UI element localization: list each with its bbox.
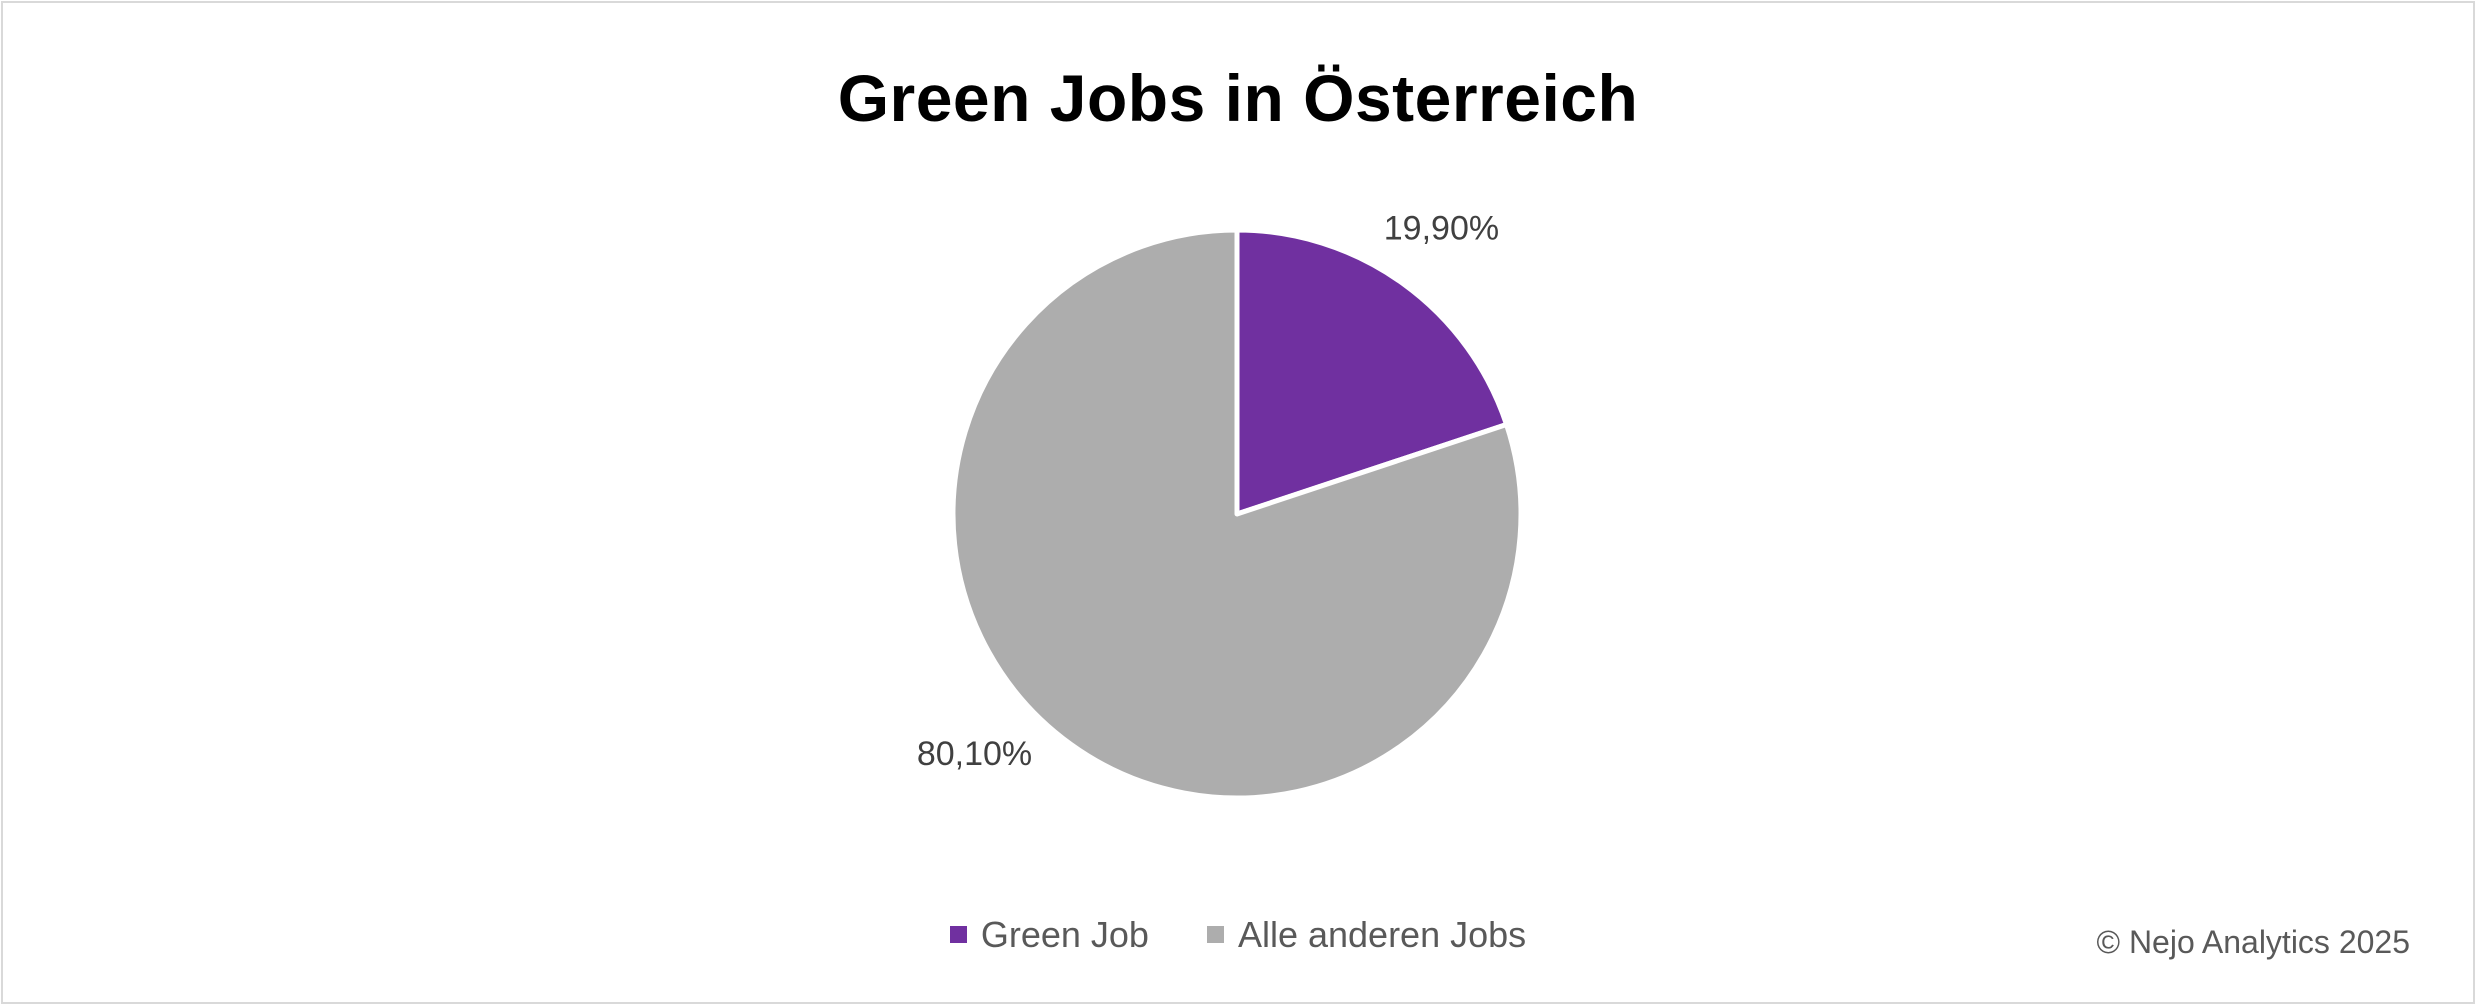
pie-slice-green-job [1234, 227, 1510, 517]
legend-swatch-green-job [949, 926, 967, 943]
pie-data-label-alle-anderen-jobs: 80,10% [917, 735, 1032, 773]
legend-swatch-other-jobs [1206, 926, 1224, 943]
pie-data-label-green-job: 19,90% [1384, 210, 1499, 248]
pie-data-labels: 19,90% 80,10% [917, 210, 1499, 773]
legend-label-other-jobs: Alle anderen Jobs [1237, 913, 1527, 955]
legend-item-other-jobs: Alle anderen Jobs [1206, 913, 1527, 956]
legend-item-green-job: Green Job [949, 913, 1149, 956]
pie-slice-alle-anderen-jobs [950, 227, 1524, 801]
copyright-notice: © Nejo Analytics 2025 [2096, 924, 2410, 960]
legend-label-green-job: Green Job [980, 913, 1149, 955]
chart-title: Green Jobs in Österreich [837, 61, 1639, 135]
pie-slices [950, 227, 1524, 801]
chart-legend: Green Job Alle anderen Jobs [0, 910, 2476, 956]
